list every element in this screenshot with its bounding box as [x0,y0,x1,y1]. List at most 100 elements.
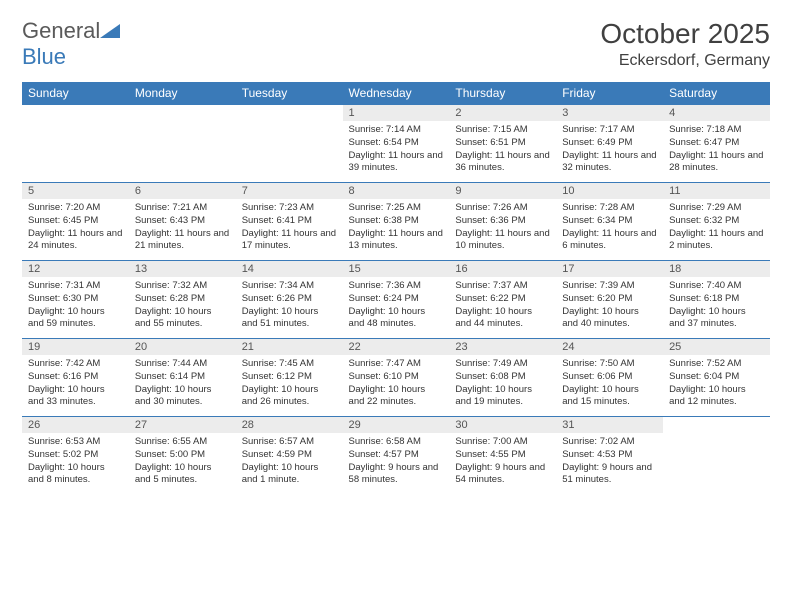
calendar-day-cell: 3Sunrise: 7:17 AMSunset: 6:49 PMDaylight… [556,105,663,183]
day-number: 29 [343,417,450,433]
day-number: 17 [556,261,663,277]
calendar-day-cell: 15Sunrise: 7:36 AMSunset: 6:24 PMDayligh… [343,261,450,339]
calendar-day-cell: 4Sunrise: 7:18 AMSunset: 6:47 PMDaylight… [663,105,770,183]
calendar-day-cell: 19Sunrise: 7:42 AMSunset: 6:16 PMDayligh… [22,339,129,417]
day-details: Sunrise: 6:57 AMSunset: 4:59 PMDaylight:… [236,433,343,493]
day-details: Sunrise: 7:21 AMSunset: 6:43 PMDaylight:… [129,199,236,259]
day-number: 3 [556,105,663,121]
calendar-day-cell: 10Sunrise: 7:28 AMSunset: 6:34 PMDayligh… [556,183,663,261]
calendar-day-cell: 26Sunrise: 6:53 AMSunset: 5:02 PMDayligh… [22,417,129,495]
logo: General Blue [22,18,120,70]
day-number: 20 [129,339,236,355]
day-number: 28 [236,417,343,433]
weekday-header: Monday [129,82,236,105]
calendar-day-cell: 2Sunrise: 7:15 AMSunset: 6:51 PMDaylight… [449,105,556,183]
day-details: Sunrise: 7:17 AMSunset: 6:49 PMDaylight:… [556,121,663,181]
day-details: Sunrise: 7:45 AMSunset: 6:12 PMDaylight:… [236,355,343,415]
day-details: Sunrise: 7:39 AMSunset: 6:20 PMDaylight:… [556,277,663,337]
calendar-day-cell: 27Sunrise: 6:55 AMSunset: 5:00 PMDayligh… [129,417,236,495]
day-details: Sunrise: 7:15 AMSunset: 6:51 PMDaylight:… [449,121,556,181]
calendar-week-row: 5Sunrise: 7:20 AMSunset: 6:45 PMDaylight… [22,183,770,261]
day-details: Sunrise: 7:18 AMSunset: 6:47 PMDaylight:… [663,121,770,181]
day-number: 18 [663,261,770,277]
day-details: Sunrise: 7:28 AMSunset: 6:34 PMDaylight:… [556,199,663,259]
day-details: Sunrise: 7:32 AMSunset: 6:28 PMDaylight:… [129,277,236,337]
day-number: 11 [663,183,770,199]
calendar-day-cell: 12Sunrise: 7:31 AMSunset: 6:30 PMDayligh… [22,261,129,339]
day-details: Sunrise: 7:25 AMSunset: 6:38 PMDaylight:… [343,199,450,259]
day-details: Sunrise: 7:20 AMSunset: 6:45 PMDaylight:… [22,199,129,259]
logo-word2: Blue [22,44,66,69]
day-number: 13 [129,261,236,277]
day-details: Sunrise: 7:00 AMSunset: 4:55 PMDaylight:… [449,433,556,493]
day-number: 24 [556,339,663,355]
day-details: Sunrise: 7:02 AMSunset: 4:53 PMDaylight:… [556,433,663,493]
calendar-day-cell: 1Sunrise: 7:14 AMSunset: 6:54 PMDaylight… [343,105,450,183]
weekday-header: Sunday [22,82,129,105]
calendar-day-cell: 8Sunrise: 7:25 AMSunset: 6:38 PMDaylight… [343,183,450,261]
weekday-header: Saturday [663,82,770,105]
day-number: 21 [236,339,343,355]
day-number: 30 [449,417,556,433]
day-number: 9 [449,183,556,199]
day-details: Sunrise: 7:26 AMSunset: 6:36 PMDaylight:… [449,199,556,259]
calendar-day-cell: 21Sunrise: 7:45 AMSunset: 6:12 PMDayligh… [236,339,343,417]
weekday-header: Friday [556,82,663,105]
calendar-table: SundayMondayTuesdayWednesdayThursdayFrid… [22,82,770,495]
day-details: Sunrise: 7:44 AMSunset: 6:14 PMDaylight:… [129,355,236,415]
calendar-day-cell: .. [236,105,343,183]
header: General Blue October 2025 Eckersdorf, Ge… [22,18,770,70]
title-block: October 2025 Eckersdorf, Germany [600,18,770,70]
day-details: Sunrise: 6:58 AMSunset: 4:57 PMDaylight:… [343,433,450,493]
calendar-day-cell: .. [663,417,770,495]
calendar-day-cell: 28Sunrise: 6:57 AMSunset: 4:59 PMDayligh… [236,417,343,495]
weekday-header: Thursday [449,82,556,105]
day-number: 25 [663,339,770,355]
month-title: October 2025 [600,18,770,50]
day-number: 2 [449,105,556,121]
day-details: Sunrise: 7:29 AMSunset: 6:32 PMDaylight:… [663,199,770,259]
weekday-header: Tuesday [236,82,343,105]
day-details: Sunrise: 7:14 AMSunset: 6:54 PMDaylight:… [343,121,450,181]
logo-text: General Blue [22,18,120,70]
calendar-day-cell: 6Sunrise: 7:21 AMSunset: 6:43 PMDaylight… [129,183,236,261]
logo-triangle-icon [100,18,120,44]
day-number: 26 [22,417,129,433]
calendar-day-cell: 18Sunrise: 7:40 AMSunset: 6:18 PMDayligh… [663,261,770,339]
calendar-day-cell: 13Sunrise: 7:32 AMSunset: 6:28 PMDayligh… [129,261,236,339]
calendar-day-cell: 24Sunrise: 7:50 AMSunset: 6:06 PMDayligh… [556,339,663,417]
calendar-day-cell: 16Sunrise: 7:37 AMSunset: 6:22 PMDayligh… [449,261,556,339]
day-number: 23 [449,339,556,355]
day-number: 22 [343,339,450,355]
logo-word1: General [22,18,100,43]
calendar-day-cell: 20Sunrise: 7:44 AMSunset: 6:14 PMDayligh… [129,339,236,417]
calendar-day-cell: 29Sunrise: 6:58 AMSunset: 4:57 PMDayligh… [343,417,450,495]
calendar-day-cell: 5Sunrise: 7:20 AMSunset: 6:45 PMDaylight… [22,183,129,261]
calendar-day-cell: 22Sunrise: 7:47 AMSunset: 6:10 PMDayligh… [343,339,450,417]
calendar-week-row: 12Sunrise: 7:31 AMSunset: 6:30 PMDayligh… [22,261,770,339]
day-details: Sunrise: 7:49 AMSunset: 6:08 PMDaylight:… [449,355,556,415]
day-details: Sunrise: 7:47 AMSunset: 6:10 PMDaylight:… [343,355,450,415]
calendar-week-row: ......1Sunrise: 7:14 AMSunset: 6:54 PMDa… [22,105,770,183]
calendar-day-cell: 17Sunrise: 7:39 AMSunset: 6:20 PMDayligh… [556,261,663,339]
day-number: 12 [22,261,129,277]
day-details: Sunrise: 7:34 AMSunset: 6:26 PMDaylight:… [236,277,343,337]
day-number: 16 [449,261,556,277]
day-number: 27 [129,417,236,433]
day-number: 1 [343,105,450,121]
day-number: 7 [236,183,343,199]
day-number: 31 [556,417,663,433]
calendar-day-cell: .. [22,105,129,183]
day-details: Sunrise: 7:52 AMSunset: 6:04 PMDaylight:… [663,355,770,415]
day-number: 8 [343,183,450,199]
calendar-day-cell: 23Sunrise: 7:49 AMSunset: 6:08 PMDayligh… [449,339,556,417]
day-number: 6 [129,183,236,199]
calendar-day-cell: 14Sunrise: 7:34 AMSunset: 6:26 PMDayligh… [236,261,343,339]
calendar-week-row: 19Sunrise: 7:42 AMSunset: 6:16 PMDayligh… [22,339,770,417]
day-details: Sunrise: 7:50 AMSunset: 6:06 PMDaylight:… [556,355,663,415]
calendar-day-cell: 11Sunrise: 7:29 AMSunset: 6:32 PMDayligh… [663,183,770,261]
day-details: Sunrise: 7:23 AMSunset: 6:41 PMDaylight:… [236,199,343,259]
calendar-week-row: 26Sunrise: 6:53 AMSunset: 5:02 PMDayligh… [22,417,770,495]
day-details: Sunrise: 7:31 AMSunset: 6:30 PMDaylight:… [22,277,129,337]
calendar-day-cell: 25Sunrise: 7:52 AMSunset: 6:04 PMDayligh… [663,339,770,417]
